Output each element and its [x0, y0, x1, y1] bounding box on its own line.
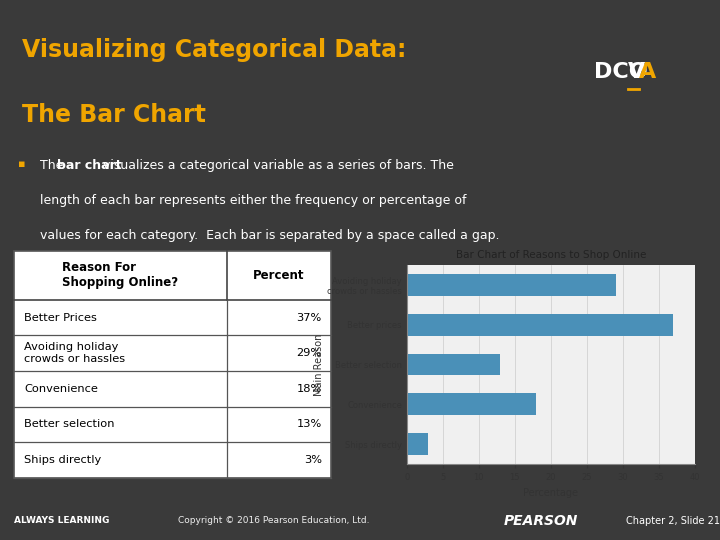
Text: 18%: 18%	[297, 384, 322, 394]
Y-axis label: Main Reason: Main Reason	[315, 333, 324, 396]
Text: values for each category.  Each bar is separated by a space called a gap.: values for each category. Each bar is se…	[40, 230, 499, 242]
Text: The Bar Chart: The Bar Chart	[22, 103, 205, 126]
Text: 13%: 13%	[297, 420, 322, 429]
Text: Visualizing Categorical Data:: Visualizing Categorical Data:	[22, 38, 406, 62]
Title: Bar Chart of Reasons to Shop Online: Bar Chart of Reasons to Shop Online	[456, 249, 646, 260]
Text: ▪: ▪	[18, 159, 25, 170]
X-axis label: Percentage: Percentage	[523, 488, 578, 498]
Text: 3%: 3%	[304, 455, 322, 465]
Bar	[407, 314, 673, 335]
Text: Percent: Percent	[253, 269, 305, 282]
Bar	[407, 274, 616, 295]
Text: ALWAYS LEARNING: ALWAYS LEARNING	[14, 516, 109, 525]
Bar	[407, 354, 500, 375]
Bar	[407, 434, 428, 455]
Text: Convenience: Convenience	[24, 384, 98, 394]
Text: Ships directly: Ships directly	[24, 455, 101, 465]
Text: Reason For
Shopping Online?: Reason For Shopping Online?	[63, 261, 179, 289]
Text: Better Prices: Better Prices	[24, 313, 96, 323]
Text: Avoiding holiday
crowds or hassles: Avoiding holiday crowds or hassles	[24, 342, 125, 364]
Text: Copyright © 2016 Pearson Education, Ltd.: Copyright © 2016 Pearson Education, Ltd.	[178, 516, 369, 525]
Text: Better selection: Better selection	[24, 420, 114, 429]
Text: bar chart: bar chart	[57, 159, 122, 172]
Text: 37%: 37%	[297, 313, 322, 323]
Text: visualizes a categorical variable as a series of bars. The: visualizes a categorical variable as a s…	[99, 159, 454, 172]
Text: length of each bar represents either the frequency or percentage of: length of each bar represents either the…	[40, 194, 466, 207]
Point	[634, 85, 643, 92]
Text: V: V	[628, 62, 645, 82]
Text: Chapter 2, Slide 21: Chapter 2, Slide 21	[626, 516, 720, 525]
Text: 29%: 29%	[297, 348, 322, 358]
Text: PEARSON: PEARSON	[504, 514, 578, 528]
Bar	[407, 394, 536, 415]
Text: The: The	[40, 159, 67, 172]
Point	[624, 85, 632, 92]
Text: A: A	[639, 62, 656, 82]
Text: DCO: DCO	[594, 62, 648, 82]
